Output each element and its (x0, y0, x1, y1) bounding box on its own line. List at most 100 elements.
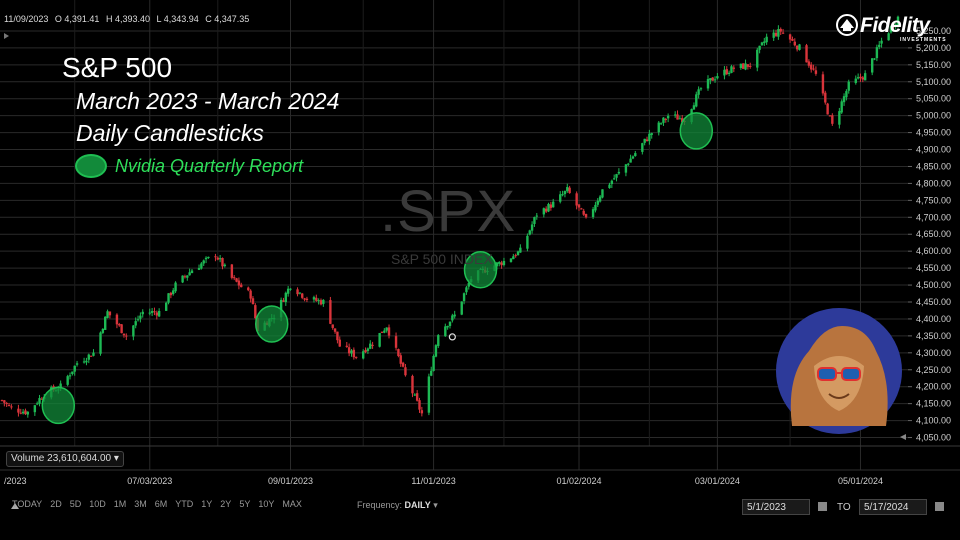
candle-body (610, 180, 614, 185)
candle-body (383, 330, 386, 333)
candle-body (336, 331, 339, 341)
y-tick-label: 5,050.00 (916, 94, 951, 104)
range-2y[interactable]: 2Y (220, 499, 232, 509)
collapse-caret-icon[interactable] (4, 33, 9, 39)
candle-body (582, 210, 585, 215)
range-3m[interactable]: 3M (134, 499, 147, 509)
y-tick-label: 5,100.00 (916, 77, 951, 87)
range-6m[interactable]: 6M (154, 499, 168, 509)
x-axis: /2023 07/03/2023 09/01/2023 11/01/2023 01/02… (4, 476, 883, 486)
legend-report-label: Nvidia Quarterly Report (115, 156, 304, 176)
candle-body (495, 262, 499, 267)
candle-body (845, 91, 848, 98)
volume-dropdown[interactable]: Volume 23,610,604.00 ▾ (6, 451, 124, 467)
range-1m[interactable]: 1M (113, 499, 127, 509)
candle-body (214, 256, 217, 258)
from-date-input[interactable]: 5/1/2023 (742, 499, 810, 515)
candle-body (824, 92, 827, 103)
candle-body (411, 375, 414, 394)
candle-body (889, 26, 893, 33)
candle-body (413, 394, 417, 396)
candle-body (366, 348, 370, 351)
to-calendar-icon[interactable] (935, 502, 944, 511)
candle-body (758, 45, 761, 50)
candle-body (33, 405, 37, 413)
candle-body (697, 89, 700, 95)
candle-body (157, 310, 161, 317)
candle-body (385, 327, 388, 331)
candle-body (601, 189, 604, 198)
candle-body (580, 208, 583, 210)
range-10d[interactable]: 10D (89, 499, 106, 509)
candle-body (420, 410, 424, 414)
candle-body (125, 335, 128, 337)
candle-body (380, 331, 384, 333)
candle-body (434, 345, 438, 357)
candle-body (533, 217, 536, 224)
to-date-input[interactable]: 5/17/2024 (859, 499, 927, 515)
candle-body (68, 375, 72, 377)
range-today[interactable]: TODAY (12, 499, 43, 509)
candle-body (760, 42, 764, 46)
candle-body (662, 117, 665, 123)
gorilla-avatar (776, 308, 902, 434)
expand-up-icon[interactable] (11, 503, 19, 509)
fidelity-emblem-icon (836, 14, 858, 36)
candle-body (354, 356, 358, 358)
candle-body (643, 138, 646, 143)
candle-body (26, 411, 30, 415)
candle-body (7, 404, 11, 406)
candle-body (664, 118, 667, 120)
candle-body (598, 196, 602, 202)
candle-body (774, 32, 778, 36)
range-10y[interactable]: 10Y (258, 499, 275, 509)
legend-report-swatch (75, 154, 107, 178)
candle-body (108, 311, 112, 316)
candle-body (38, 398, 41, 404)
candle-body (350, 350, 353, 354)
candle-body (418, 400, 421, 410)
symbol-watermark: .SPX (380, 179, 517, 244)
frequency-selector[interactable]: Frequency: DAILY ▾ (357, 500, 438, 510)
nvidia-report-marker (679, 112, 714, 150)
candle-body (650, 133, 653, 135)
candle-body (892, 25, 895, 28)
chart-type-label: Daily Candlesticks (76, 120, 264, 146)
candle-body (362, 351, 365, 359)
candle-body (831, 115, 834, 124)
candle-body (568, 187, 571, 194)
range-5d[interactable]: 5D (69, 499, 82, 509)
candle-body (453, 314, 456, 317)
candle-body (544, 208, 548, 212)
candle-body (5, 403, 8, 405)
candle-body (509, 258, 513, 262)
range-2d[interactable]: 2D (50, 499, 62, 509)
candle-body (312, 297, 316, 300)
range-ytd[interactable]: YTD (175, 499, 194, 509)
range-5y[interactable]: 5Y (239, 499, 251, 509)
candle-body (183, 276, 187, 278)
candle-body (317, 300, 320, 302)
candle-body (104, 316, 107, 330)
candle-body (139, 315, 142, 319)
candle-body (35, 403, 39, 405)
range-max[interactable]: MAX (282, 499, 302, 509)
candle-body (840, 101, 843, 113)
candle-body (629, 158, 632, 163)
candle-body (371, 344, 374, 346)
from-calendar-icon[interactable] (818, 502, 827, 511)
candle-body (634, 153, 637, 157)
frequency-label: Frequency: (357, 500, 403, 510)
candle-body (200, 263, 203, 269)
candle-body (322, 299, 325, 304)
range-1y[interactable]: 1Y (201, 499, 213, 509)
candle-body (82, 361, 86, 363)
candle-body (535, 215, 538, 217)
candle-body (547, 203, 550, 212)
index-name-watermark: S&P 500 INDEX (391, 251, 493, 267)
candle-body (795, 45, 799, 50)
y-tick-label: 4,400.00 (916, 314, 951, 324)
candle-body (828, 115, 832, 117)
candle-body (404, 367, 407, 376)
